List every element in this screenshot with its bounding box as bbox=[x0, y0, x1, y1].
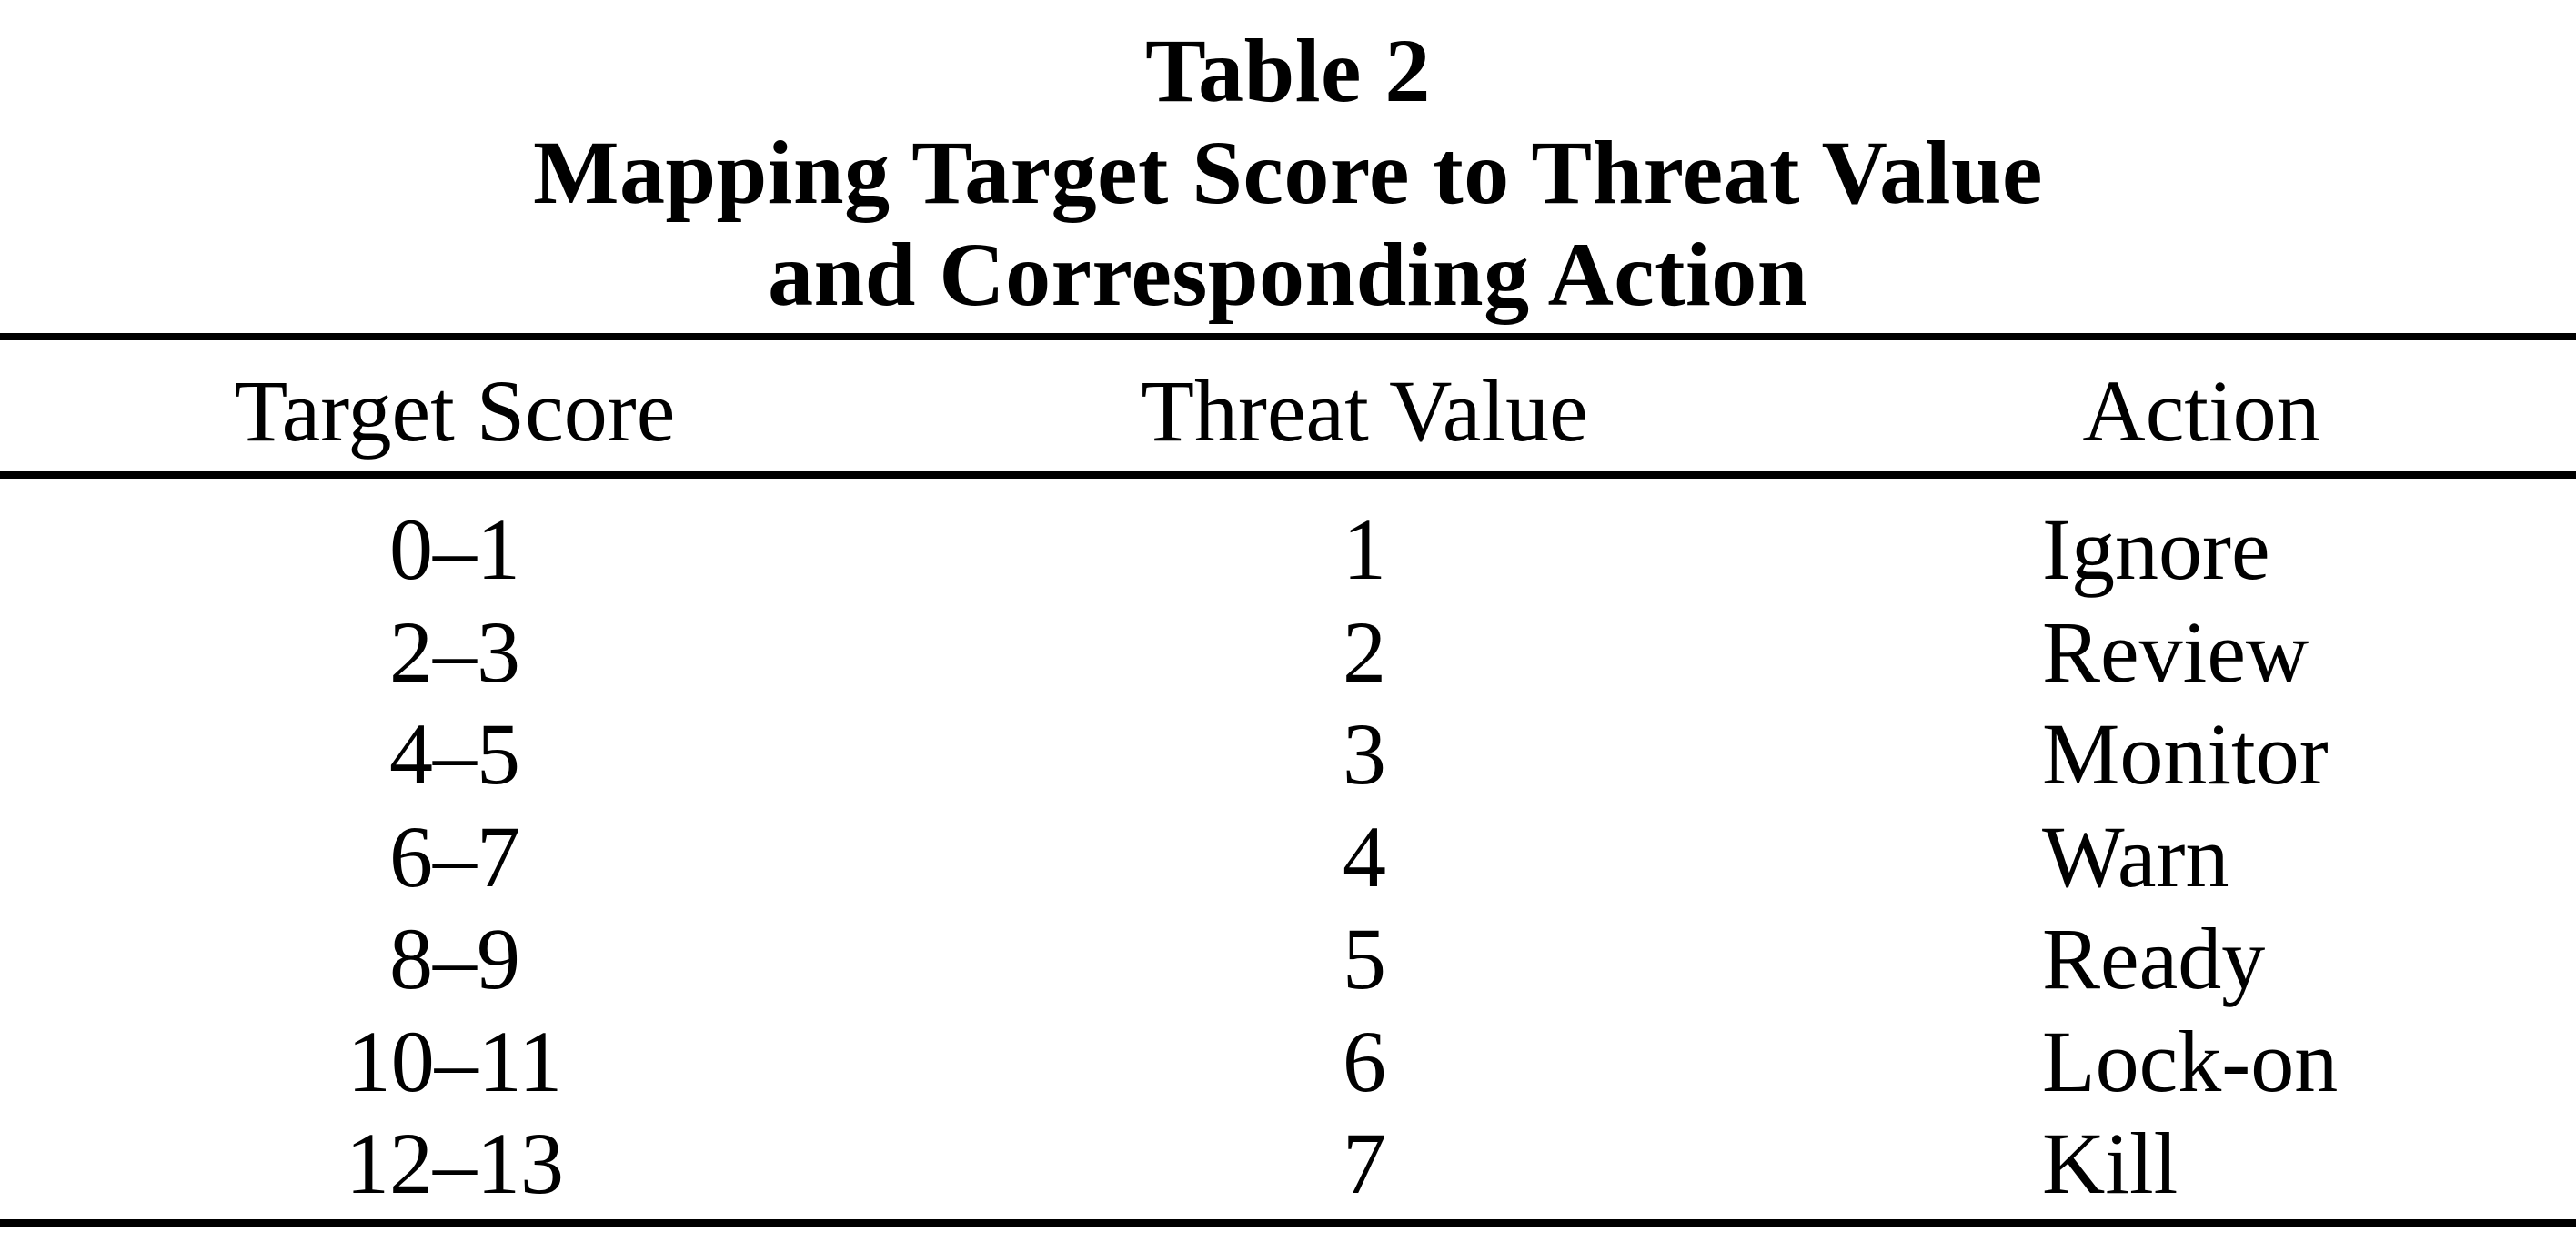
bottom-rule bbox=[0, 1219, 2576, 1227]
table-row: 0–1 1 Ignore bbox=[0, 499, 2576, 601]
table-body: 0–1 1 Ignore 2–3 2 Review 4–5 3 Monitor … bbox=[0, 499, 2576, 1216]
header-threat-value: Threat Value bbox=[1141, 362, 1588, 460]
cell-threat-value: 3 bbox=[1343, 705, 1386, 803]
cell-action: Ready bbox=[2042, 910, 2266, 1007]
cell-action: Lock-on bbox=[2042, 1012, 2339, 1110]
table-row: 2–3 2 Review bbox=[0, 601, 2576, 704]
cell-threat-value: 2 bbox=[1343, 602, 1386, 701]
cell-threat-value: 4 bbox=[1343, 807, 1386, 905]
cell-target-score: 4–5 bbox=[389, 705, 520, 803]
cell-threat-value: 7 bbox=[1343, 1115, 1386, 1212]
table-caption-line-2: and Corresponding Action bbox=[768, 224, 1808, 325]
table-row: 10–11 6 Lock-on bbox=[0, 1011, 2576, 1114]
table-row: 8–9 5 Ready bbox=[0, 908, 2576, 1011]
cell-threat-value: 6 bbox=[1343, 1012, 1386, 1110]
cell-target-score: 12–13 bbox=[346, 1115, 564, 1212]
table-caption-line-1: Mapping Target Score to Threat Value bbox=[533, 122, 2043, 223]
cell-threat-value: 1 bbox=[1343, 500, 1386, 598]
table-number: Table 2 bbox=[1145, 20, 1431, 121]
table-title: Table 2 Mapping Target Score to Threat V… bbox=[0, 20, 2576, 326]
cell-target-score: 0–1 bbox=[389, 500, 520, 598]
cell-action: Kill bbox=[2042, 1115, 2179, 1212]
cell-action: Ignore bbox=[2042, 500, 2270, 598]
header-rule bbox=[0, 471, 2576, 479]
cell-action: Monitor bbox=[2042, 705, 2329, 803]
table-row: 4–5 3 Monitor bbox=[0, 703, 2576, 806]
cell-action: Warn bbox=[2042, 807, 2229, 905]
table-row: 12–13 7 Kill bbox=[0, 1113, 2576, 1216]
table-header-row: Target Score Threat Value Action bbox=[0, 357, 2576, 466]
cell-threat-value: 5 bbox=[1343, 910, 1386, 1007]
cell-target-score: 8–9 bbox=[389, 910, 520, 1007]
cell-target-score: 2–3 bbox=[389, 602, 520, 701]
cell-action: Review bbox=[2042, 602, 2309, 701]
top-rule bbox=[0, 333, 2576, 340]
header-action: Action bbox=[2082, 362, 2320, 460]
header-target-score: Target Score bbox=[234, 362, 676, 460]
table-row: 6–7 4 Warn bbox=[0, 806, 2576, 909]
cell-target-score: 6–7 bbox=[389, 807, 520, 905]
cell-target-score: 10–11 bbox=[347, 1012, 563, 1110]
